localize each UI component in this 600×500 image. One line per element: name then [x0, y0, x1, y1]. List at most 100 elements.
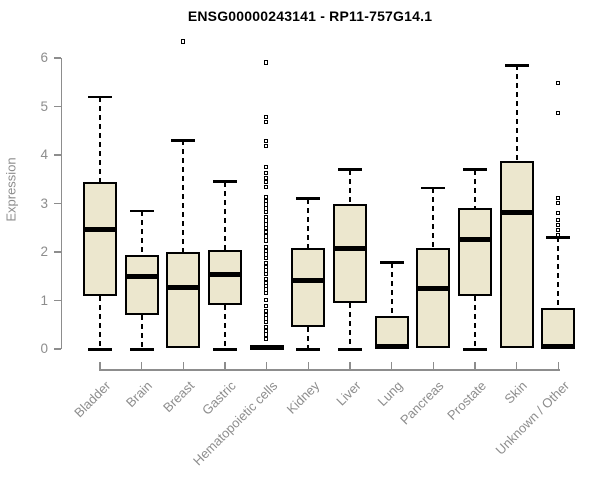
box-rect: [416, 248, 451, 349]
outlier-point: [264, 218, 269, 223]
box-rect: [124, 255, 159, 316]
x-axis-tick: [99, 362, 101, 369]
y-tick-label: 4: [40, 147, 48, 162]
x-axis-tick: [307, 362, 310, 369]
y-axis-line: [60, 58, 62, 349]
median-line: [124, 273, 159, 279]
upper-whisker-line: [182, 140, 185, 252]
outlier-point: [264, 206, 269, 211]
y-axis-tick: [53, 154, 61, 156]
median-line: [249, 345, 284, 351]
x-category-label: Breast: [159, 378, 197, 416]
x-axis-tick: [265, 362, 268, 369]
outlier-point: [555, 80, 561, 85]
lower-whisker-cap: [213, 348, 237, 351]
upper-whisker-cap: [379, 261, 404, 264]
median-line: [333, 245, 368, 251]
outlier-point: [264, 316, 269, 321]
x-axis-line: [99, 369, 560, 371]
upper-whisker-line: [474, 169, 477, 209]
outlier-point: [555, 210, 561, 215]
lower-whisker-line: [140, 315, 143, 349]
y-tick-label: 1: [40, 292, 48, 308]
outlier-point: [264, 180, 269, 185]
outlier-point: [555, 111, 561, 116]
box-rect: [458, 208, 493, 296]
upper-whisker-cap: [504, 64, 529, 67]
outlier-point: [264, 198, 269, 203]
box-rect: [166, 252, 201, 349]
outlier-point: [264, 268, 269, 273]
outlier-point: [264, 214, 269, 219]
outlier-point: [264, 170, 269, 176]
outlier-point: [264, 202, 269, 207]
lower-whisker-cap: [129, 348, 154, 351]
outlier-point: [555, 232, 561, 237]
y-tick-label: 3: [40, 195, 48, 211]
outlier-point: [264, 234, 269, 239]
lower-whisker-line: [99, 295, 101, 349]
outlier-point: [264, 260, 269, 265]
outlier-point: [264, 290, 269, 295]
outlier-point: [555, 222, 561, 227]
upper-whisker-line: [515, 65, 518, 161]
upper-whisker-cap: [421, 186, 446, 190]
outlier-point: [264, 312, 269, 317]
box-rect: [208, 249, 242, 306]
x-axis-tick: [349, 362, 351, 369]
outlier-point: [264, 230, 269, 235]
y-axis-tick: [53, 57, 61, 59]
chart-title: ENSG00000243141 - RP11-757G14.1: [187, 8, 433, 24]
median-line: [166, 284, 201, 290]
upper-whisker-line: [432, 187, 435, 249]
x-axis-tick: [557, 362, 560, 369]
upper-whisker-line: [99, 96, 101, 182]
x-category-label: Bladder: [71, 378, 114, 421]
lower-whisker-cap: [296, 348, 321, 351]
median-line: [416, 285, 451, 291]
upper-whisker-cap: [171, 139, 196, 142]
median-line: [541, 344, 576, 350]
box-rect: [291, 248, 326, 328]
outlier-point: [264, 210, 269, 215]
outlier-point: [264, 60, 269, 65]
x-axis-tick: [182, 362, 185, 369]
upper-whisker-cap: [88, 95, 112, 99]
upper-whisker-cap: [463, 168, 488, 171]
x-category-label: Skin: [501, 378, 531, 407]
y-axis-tick: [53, 299, 61, 302]
upper-whisker-line: [307, 198, 310, 249]
upper-whisker-line: [140, 210, 143, 256]
y-axis-tick: [53, 105, 61, 108]
outlier-point: [264, 332, 269, 337]
outlier-point: [264, 226, 269, 231]
x-category-label: Prostate: [443, 378, 489, 423]
x-category-label: Gastric: [198, 378, 239, 418]
outlier-point: [264, 244, 269, 249]
outlier-point: [264, 175, 269, 180]
lower-whisker-line: [307, 327, 310, 349]
x-axis-tick: [224, 362, 226, 369]
x-axis-tick: [140, 362, 143, 369]
box-rect: [333, 203, 368, 303]
outlier-point: [180, 39, 186, 44]
median-line: [374, 344, 409, 350]
upper-whisker-cap: [296, 197, 321, 200]
median-line: [458, 237, 493, 243]
upper-whisker-cap: [338, 168, 363, 171]
y-tick-label: 6: [40, 50, 48, 65]
box-rect: [541, 307, 576, 349]
outlier-point: [264, 256, 269, 261]
x-axis-tick: [515, 362, 518, 369]
x-category-label: Unknown / Other: [492, 378, 572, 458]
outlier-point: [264, 119, 269, 124]
x-category-label: Liver: [333, 378, 364, 409]
lower-whisker-line: [224, 305, 226, 349]
outlier-point: [264, 143, 269, 148]
outlier-point: [555, 196, 561, 201]
x-category-label: Brain: [123, 378, 156, 411]
y-tick-label: 5: [40, 98, 48, 114]
box-rect: [83, 181, 117, 296]
